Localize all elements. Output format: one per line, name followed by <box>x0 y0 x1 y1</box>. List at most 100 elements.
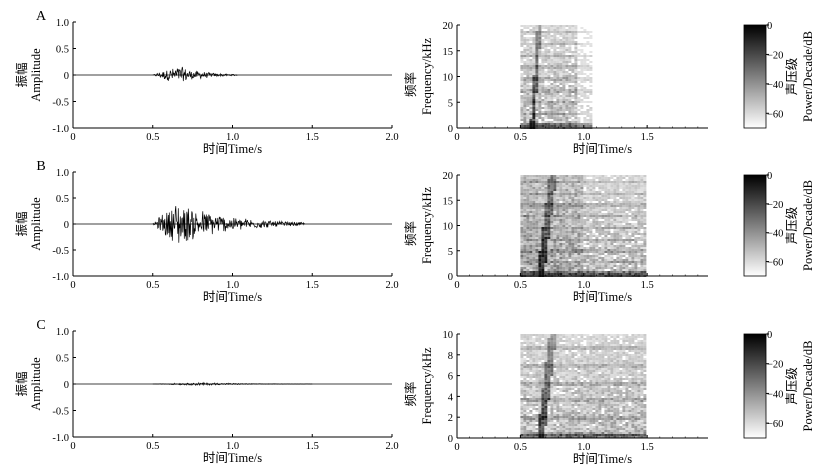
spectrogram-cell <box>601 356 605 358</box>
spectrogram-cell <box>583 79 587 81</box>
spectrogram-cell <box>547 57 551 59</box>
spectrogram-cell <box>562 249 566 251</box>
spectrogram-cell <box>541 261 545 263</box>
spectrogram-cell <box>598 211 602 213</box>
spectrogram-cell <box>538 432 542 434</box>
spectrogram-cell <box>526 350 530 352</box>
spectrogram-cell <box>589 179 593 181</box>
spectrogram-cell <box>544 366 548 368</box>
spectrogram-cell <box>577 273 581 275</box>
spectrogram-cell <box>565 400 569 402</box>
spectrogram-cell <box>616 346 620 348</box>
spectrogram-cell <box>601 267 605 269</box>
spectrogram-cell <box>571 352 575 354</box>
spectrogram-cell <box>589 203 593 205</box>
spectrogram-cell <box>574 265 578 267</box>
spectrogram-cell <box>589 418 593 420</box>
spectrogram-cell <box>520 111 524 113</box>
colorbar-tick-label: 0 <box>767 171 772 182</box>
spectrogram-cell <box>604 422 608 424</box>
spectrogram-cell <box>571 356 575 358</box>
spectrogram-cell <box>550 426 554 428</box>
spectrogram-cell <box>571 113 575 115</box>
spectrogram-cell <box>601 269 605 271</box>
spectrogram-cell <box>574 428 578 430</box>
spectrogram-cell <box>535 338 539 340</box>
spectrogram-cell <box>604 360 608 362</box>
spectrogram-cell <box>565 193 569 195</box>
spectrogram-cell <box>628 197 632 199</box>
spectrogram-cell <box>613 434 617 436</box>
spectrogram-cell <box>520 352 524 354</box>
spectrogram-cell <box>559 382 563 384</box>
spectrogram-cell <box>616 259 620 261</box>
spectrogram-cell <box>568 25 572 27</box>
spectrogram-cell <box>550 63 554 65</box>
spectrogram-cell <box>589 45 593 47</box>
spectrogram-cell <box>574 85 578 87</box>
spectrogram-cell <box>640 199 644 201</box>
spectrogram-cell <box>547 338 551 340</box>
spectrogram-cell <box>589 119 593 121</box>
spectrogram-cell <box>595 368 599 370</box>
spectrogram-cell <box>571 354 575 356</box>
spectrogram-cell <box>586 376 590 378</box>
spectrogram-cell <box>547 376 551 378</box>
spectrogram-cell <box>610 207 614 209</box>
spectrogram-cell <box>532 384 536 386</box>
spectrogram-cell <box>613 271 617 273</box>
spectrogram-cell <box>601 388 605 390</box>
spectrogram-cell <box>565 217 569 219</box>
spectrogram-cell <box>529 378 533 380</box>
spectrogram-cell <box>574 259 578 261</box>
spectrogram-cell <box>628 271 632 273</box>
spectrogram-cell <box>556 273 560 275</box>
spectrogram-cell <box>526 41 530 43</box>
spectrogram-cell <box>610 404 614 406</box>
spectrogram-cell <box>565 207 569 209</box>
spectrogram-cell <box>589 416 593 418</box>
spectrogram-cell <box>556 27 560 29</box>
spectrogram-cell <box>550 348 554 350</box>
spectrogram-cell <box>529 392 533 394</box>
spectrogram-cell <box>562 53 566 55</box>
spectrogram-cell <box>544 247 548 249</box>
spectrogram-cell <box>526 334 530 336</box>
spectrogram-cell <box>535 51 539 53</box>
spectrogram-cell <box>520 392 524 394</box>
spectrogram-cell <box>577 255 581 257</box>
spectrogram-cell <box>577 402 581 404</box>
spectrogram-cell <box>520 221 524 223</box>
spectrogram-cell <box>550 105 554 107</box>
spectrogram-cell <box>628 225 632 227</box>
spectrogram-cell <box>544 334 548 336</box>
spectrogram-cell <box>547 408 551 410</box>
spectrogram-cell <box>553 249 557 251</box>
spectrogram-cell <box>541 99 545 101</box>
spectrogram-cell <box>601 384 605 386</box>
spectrogram-cell <box>550 43 554 45</box>
spectrogram-cell <box>529 247 533 249</box>
spectrogram-cell <box>640 175 644 177</box>
spectrogram-cell <box>532 416 536 418</box>
spectrogram-cell <box>577 422 581 424</box>
spectrogram-cell <box>583 191 587 193</box>
spectrogram-cell <box>538 93 542 95</box>
spectrogram-cell <box>529 364 533 366</box>
spectrogram-cell <box>616 255 620 257</box>
spectrogram-cell <box>532 374 536 376</box>
spectrogram-cell <box>553 51 557 53</box>
spectrogram-cell <box>535 241 539 243</box>
spectrogram-cell <box>631 233 635 235</box>
spectrogram-cell <box>565 81 569 83</box>
spectrogram-cell <box>562 416 566 418</box>
spectrogram-cell <box>520 219 524 221</box>
spectrogram-cell <box>547 199 551 201</box>
spectrogram-cell <box>559 181 563 183</box>
spectrogram-cell <box>547 89 551 91</box>
spectrogram-cell <box>544 97 548 99</box>
spectrogram-cell <box>532 408 536 410</box>
spectrogram-cell <box>526 247 530 249</box>
spectrogram-cell <box>580 269 584 271</box>
spectrogram-cell <box>532 57 536 59</box>
